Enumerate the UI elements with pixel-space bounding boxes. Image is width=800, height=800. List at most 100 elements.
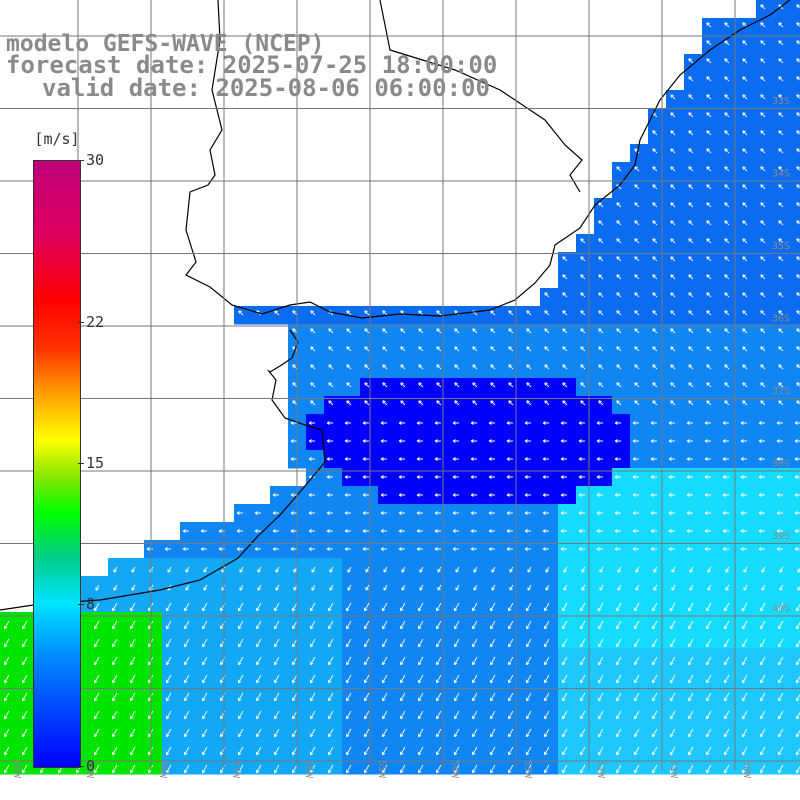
wind-arrow — [796, 76, 800, 81]
wind-arrow — [796, 328, 800, 333]
wind-arrow — [111, 728, 118, 738]
colorbar-tick-label: 8 — [77, 595, 96, 614]
wind-cell — [252, 306, 271, 325]
wind-cell — [432, 324, 451, 343]
wind-cell — [486, 450, 505, 469]
wind-cell — [684, 144, 703, 163]
wind-cell — [522, 306, 541, 325]
wind-arrow — [399, 674, 406, 684]
wind-cell — [468, 414, 487, 433]
wind-arrow — [578, 511, 585, 515]
wind-cell — [630, 288, 649, 307]
wind-arrow — [614, 421, 621, 425]
wind-arrow — [706, 40, 712, 46]
wind-cell — [720, 198, 739, 217]
wind-arrow — [363, 620, 370, 630]
wind-arrow — [778, 382, 784, 388]
wind-cell — [342, 414, 361, 433]
wind-arrow — [3, 692, 10, 702]
wind-arrow — [597, 746, 604, 756]
wind-cell — [324, 486, 343, 505]
wind-cell — [684, 234, 703, 253]
wind-arrow — [434, 493, 441, 497]
wind-cell — [522, 486, 541, 505]
wind-arrow — [632, 421, 639, 425]
wind-arrow — [795, 603, 800, 612]
wind-arrow — [724, 310, 730, 316]
wind-arrow — [760, 148, 766, 154]
wind-arrow — [704, 529, 711, 533]
wind-cell — [666, 450, 685, 469]
latitude-label: 38S — [772, 459, 790, 470]
wind-arrow — [616, 274, 622, 280]
wind-arrow — [796, 202, 800, 207]
wind-arrow — [581, 584, 586, 591]
latitude-label: 35S — [772, 241, 790, 252]
wind-arrow — [436, 400, 442, 406]
wind-arrow — [490, 400, 496, 406]
longitude-label: 54W — [449, 760, 460, 779]
wind-arrow — [489, 764, 496, 774]
wind-arrow — [580, 292, 586, 298]
wind-arrow — [579, 602, 586, 612]
wind-arrow — [634, 328, 640, 334]
wind-cell — [378, 378, 397, 397]
wind-arrow — [542, 475, 549, 479]
wind-cell — [594, 234, 613, 253]
wind-arrow — [616, 202, 622, 208]
wind-arrow — [724, 112, 730, 118]
wind-arrow — [778, 130, 784, 136]
wind-arrow — [488, 547, 495, 551]
wind-arrow — [292, 382, 298, 388]
wind-cell — [738, 18, 757, 37]
wind-cell — [774, 324, 793, 343]
wind-cell — [576, 486, 595, 505]
wind-arrow — [257, 566, 262, 573]
wind-arrow — [579, 638, 586, 648]
wind-arrow — [777, 638, 784, 648]
wind-cell — [360, 324, 379, 343]
wind-arrow — [742, 256, 748, 262]
wind-cell — [702, 252, 721, 271]
wind-cell — [378, 540, 397, 559]
wind-arrow — [579, 764, 586, 774]
wind-arrow — [327, 692, 334, 702]
wind-arrow — [777, 602, 784, 612]
wind-arrow — [239, 584, 244, 591]
wind-cell — [324, 306, 343, 325]
wind-arrow — [93, 728, 100, 738]
wind-arrow — [581, 566, 586, 573]
latitude-label: 33S — [772, 96, 790, 107]
wind-arrow — [633, 602, 640, 612]
wind-arrow — [255, 728, 262, 738]
wind-arrow — [327, 674, 334, 684]
wind-cell — [648, 414, 667, 433]
wind-cell — [774, 360, 793, 379]
wind-cell — [234, 306, 253, 325]
wind-cell — [360, 360, 379, 379]
wind-arrow — [129, 674, 136, 684]
wind-cell — [594, 486, 613, 505]
wind-arrow — [328, 346, 334, 352]
wind-arrow — [688, 220, 694, 226]
wind-arrow — [687, 728, 694, 738]
wind-cell — [648, 144, 667, 163]
wind-arrow — [291, 728, 298, 738]
wind-arrow — [434, 475, 441, 479]
wind-cell — [576, 468, 595, 487]
wind-arrow — [650, 493, 657, 497]
wind-arrow — [542, 457, 549, 461]
wind-cell — [396, 522, 415, 541]
wind-arrow — [362, 475, 369, 479]
wind-cell — [792, 270, 800, 289]
wind-cell — [630, 414, 649, 433]
wind-arrow — [488, 493, 495, 497]
wind-cell — [666, 216, 685, 235]
wind-arrow — [237, 674, 244, 684]
wind-arrow — [453, 620, 460, 630]
wind-cell — [756, 270, 775, 289]
wind-arrow — [632, 475, 639, 479]
wind-cell — [360, 306, 379, 325]
wind-arrow — [742, 202, 748, 208]
wind-arrow — [670, 202, 676, 208]
